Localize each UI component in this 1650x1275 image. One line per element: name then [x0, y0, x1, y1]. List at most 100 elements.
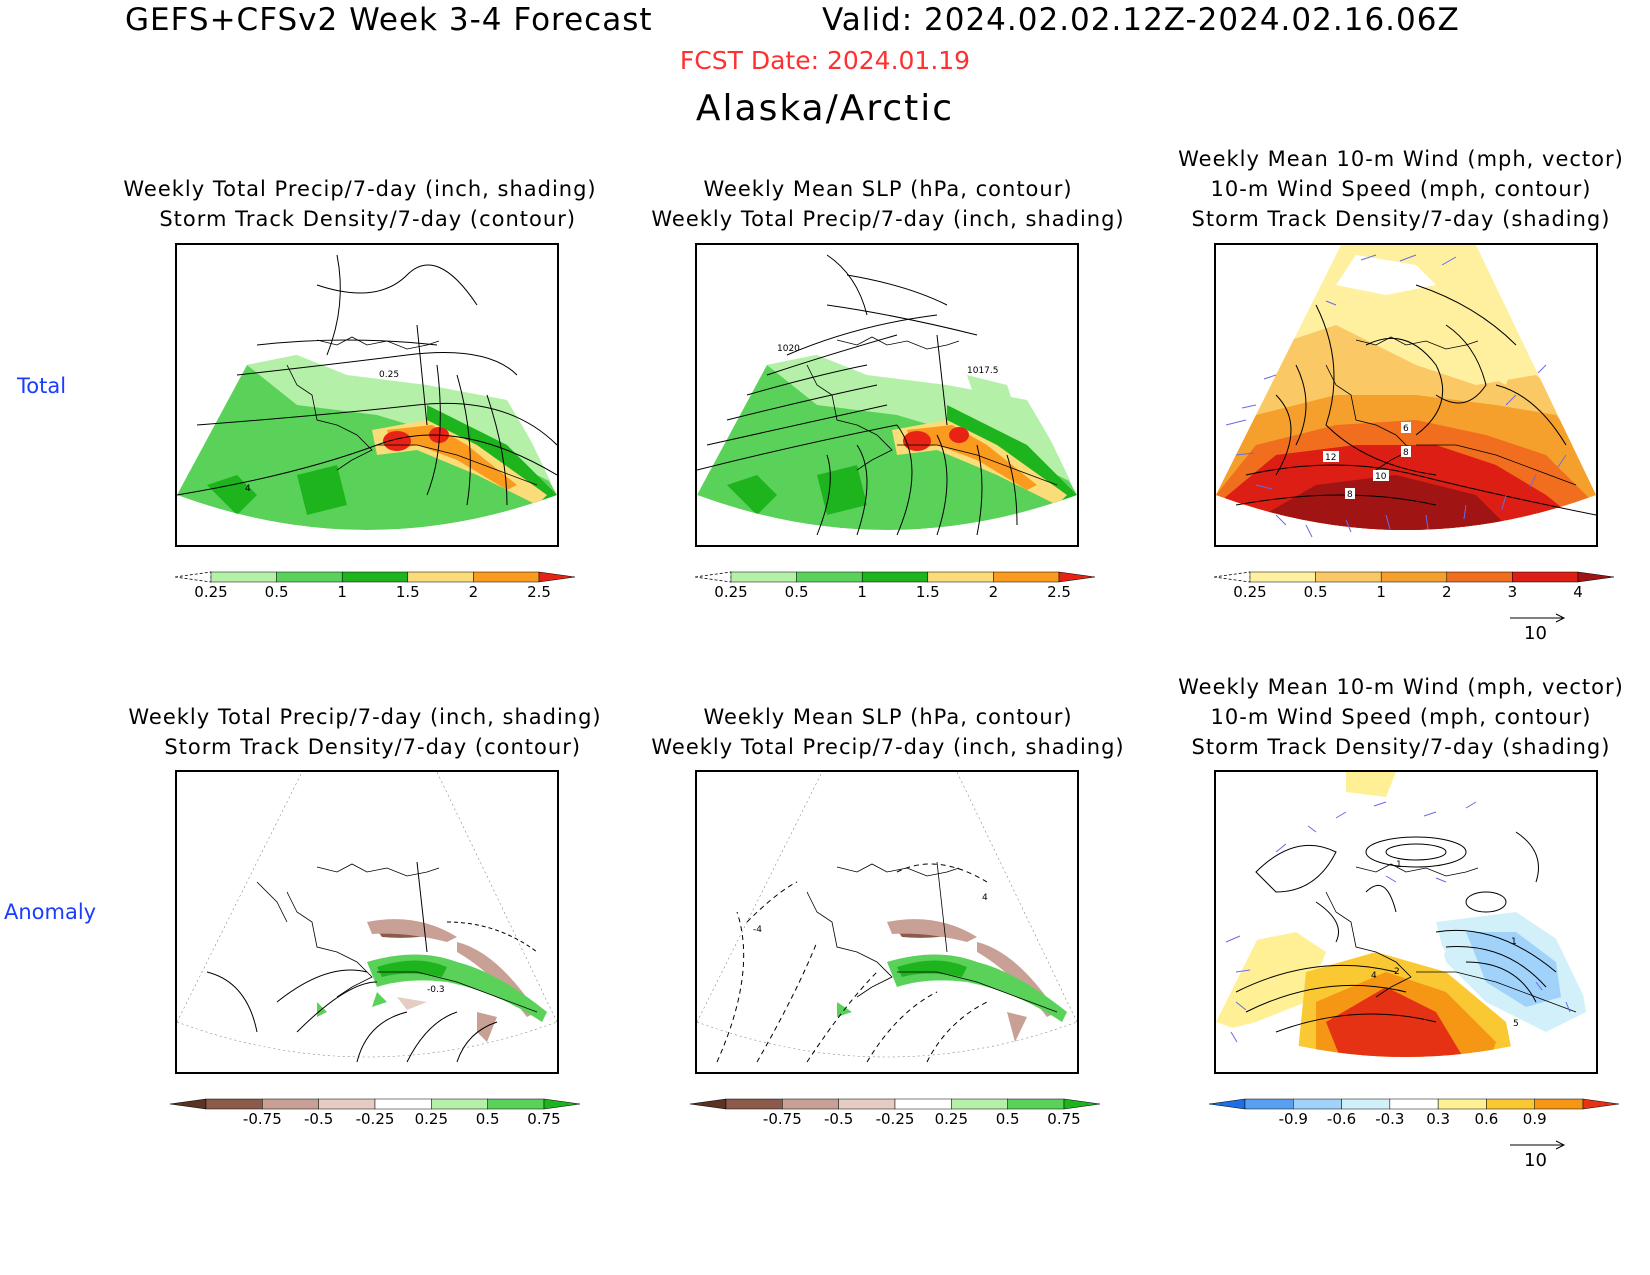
colorbar-swatch: [487, 1098, 545, 1110]
contour-label: 5: [1513, 1019, 1519, 1029]
colorbar-swatch: [341, 571, 409, 583]
colorbar-swatch: [170, 1098, 207, 1110]
colorbar-swatch: [1512, 571, 1579, 583]
colorbar-swatch: [1534, 1098, 1584, 1110]
panel-title-precip-storm-anom: Weekly Total Precip/7-day (inch, shading…: [128, 705, 602, 759]
colorbar-swatch: [927, 571, 994, 583]
colorbar-tick-label: 0.75: [1047, 1110, 1081, 1128]
colorbar-swatch: [796, 571, 863, 583]
colorbar-tick-label: 0.5: [995, 1110, 1020, 1128]
colorbar-tick-label: 0.9: [1522, 1110, 1547, 1128]
colorbar-swatch: [725, 1098, 783, 1110]
colorbar-tick-label: -0.25: [875, 1110, 915, 1128]
colorbar-tick-label: -0.75: [242, 1110, 282, 1128]
colorbar-tick-label: 0.3: [1426, 1110, 1451, 1128]
map-panel-anomaly-slp: 4 -4: [695, 770, 1079, 1074]
colorbar-swatch: [861, 571, 929, 583]
colorbar-swatch: [1007, 1098, 1065, 1110]
valid-period: Valid: 2024.02.02.12Z-2024.02.16.06Z: [822, 2, 1460, 38]
colorbar-tick-label: 1.5: [395, 583, 420, 601]
colorbar-labels-storm-total: 0.25 0.5 1 2 3 4: [1214, 583, 1614, 603]
colorbar-tick-label: 1: [1376, 583, 1386, 601]
colorbar-swatch: [1486, 1098, 1535, 1110]
colorbar-precip-total-1: [175, 571, 575, 583]
colorbar-swatch: [690, 1098, 727, 1110]
colorbar-precip-total-2: [695, 571, 1095, 583]
vector-reference-label: 10: [1524, 623, 1547, 644]
forecast-date: FCST Date: 2024.01.19: [679, 46, 971, 75]
panel-title-precip-storm: Weekly Total Precip/7-day (inch, shading…: [123, 177, 597, 231]
colorbar-tick-label: 1: [857, 583, 867, 601]
colorbar-tick-label: 2: [988, 583, 999, 601]
colorbar-swatch: [1244, 1098, 1294, 1110]
colorbar-swatch: [175, 571, 212, 583]
map-panel-anomaly-precip: -0.3: [175, 770, 559, 1074]
colorbar-swatch: [538, 571, 575, 583]
colorbar-swatch: [1582, 1098, 1619, 1110]
map-panel-total-precip: 0.25 4: [175, 243, 559, 547]
colorbar-swatch: [1209, 1098, 1246, 1110]
vector-reference-arrow: [1510, 1140, 1566, 1150]
contour-label: 8: [1403, 448, 1409, 458]
colorbar-swatch: [1315, 571, 1382, 583]
colorbar-swatch: [1389, 1098, 1439, 1110]
region-title: Alaska/Arctic: [695, 88, 955, 129]
colorbar-labels-precip-anom-2: -0.75 -0.5 -0.25 0.25 0.5 0.75: [690, 1110, 1100, 1130]
colorbar-swatch: [730, 571, 797, 583]
colorbar-tick-label: -0.5: [824, 1110, 854, 1128]
colorbar-tick-label: 0.25: [934, 1110, 969, 1128]
colorbar-tick-label: 2: [1442, 583, 1452, 601]
colorbar-tick-label: 0.75: [527, 1110, 561, 1128]
colorbar-swatch: [1380, 571, 1448, 583]
contour-label: 2: [1394, 967, 1400, 977]
colorbar-swatch: [951, 1098, 1008, 1110]
colorbar-tick-label: -0.5: [304, 1110, 334, 1128]
panel-title-slp-precip: Weekly Mean SLP (hPa, contour) Weekly To…: [651, 177, 1125, 231]
vector-reference-arrow: [1510, 613, 1566, 623]
colorbar-storm-total: [1214, 571, 1614, 583]
colorbar-swatch: [1446, 571, 1513, 583]
figure-title: GEFS+CFSv2 Week 3-4 Forecast: [125, 2, 653, 38]
contour-label: 4: [982, 893, 988, 903]
colorbar-swatch: [1249, 571, 1316, 583]
colorbar-tick-label: 2.5: [527, 583, 551, 601]
colorbar-tick-label: 0.5: [264, 583, 289, 601]
colorbar-labels-precip-total-1: 0.25 0.5 1 1.5 2 2.5: [175, 583, 575, 603]
colorbar-swatch: [543, 1098, 580, 1110]
contour-label: 1017.5: [967, 366, 999, 376]
colorbar-swatch: [838, 1098, 896, 1110]
colorbar-storm-anom: [1209, 1098, 1619, 1110]
panel-title-wind-storm: Weekly Mean 10-m Wind (mph, vector) 10-m…: [1178, 147, 1624, 231]
contour-label: -4: [753, 925, 762, 935]
colorbar-swatch: [374, 1098, 432, 1110]
map-panel-total-slp: 1020 1017.5: [695, 243, 1079, 547]
contour-label: 4: [1371, 971, 1377, 981]
colorbar-tick-label: 0.25: [414, 1110, 449, 1128]
colorbar-swatch: [1437, 1098, 1487, 1110]
contour-label: 0.25: [379, 370, 399, 380]
colorbar-tick-label: 3: [1507, 583, 1518, 601]
contour-label: 12: [1325, 453, 1336, 463]
colorbar-tick-label: 2: [468, 583, 479, 601]
contour-label: 10: [1375, 472, 1387, 482]
panel-title-wind-storm-anom: Weekly Mean 10-m Wind (mph, vector) 10-m…: [1178, 675, 1624, 759]
colorbar-swatch: [1063, 1098, 1100, 1110]
vector-reference-label: 10: [1524, 1150, 1547, 1171]
map-panel-total-wind: 6 8 12 10 8: [1214, 243, 1598, 547]
colorbar-swatch: [1341, 1098, 1391, 1110]
colorbar-tick-label: -0.25: [355, 1110, 395, 1128]
colorbar-tick-label: 0.25: [1233, 583, 1267, 601]
colorbar-swatch: [276, 571, 343, 583]
contour-label: 1: [1396, 860, 1402, 870]
row-label-anomaly: Anomaly: [4, 900, 97, 924]
colorbar-swatch: [695, 571, 732, 583]
colorbar-swatch: [1577, 571, 1614, 583]
colorbar-precip-anom-2: [690, 1098, 1100, 1110]
colorbar-tick-label: 0.5: [1303, 583, 1328, 601]
colorbar-tick-label: 1.5: [915, 583, 940, 601]
colorbar-swatch: [1293, 1098, 1342, 1110]
map-panel-anomaly-wind: 1 4 2 1 5: [1214, 770, 1598, 1074]
colorbar-tick-label: -0.9: [1278, 1110, 1308, 1128]
colorbar-swatch: [1058, 571, 1095, 583]
colorbar-labels-precip-anom-1: -0.75 -0.5 -0.25 0.25 0.5 0.75: [170, 1110, 580, 1130]
